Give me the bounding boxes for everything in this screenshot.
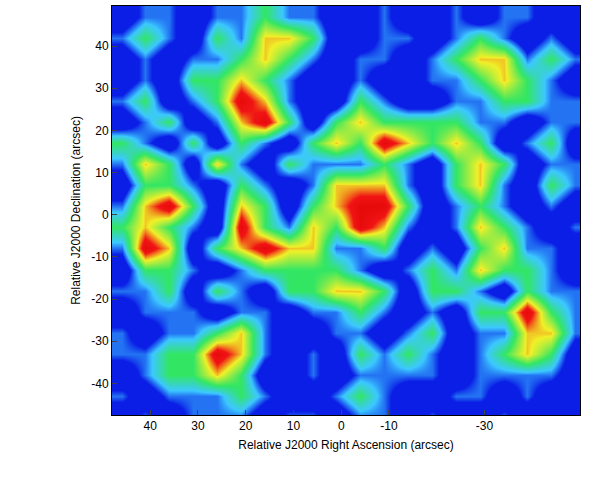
svg-text:20: 20	[95, 124, 109, 138]
svg-text:-30: -30	[91, 334, 109, 348]
svg-text:-20: -20	[91, 292, 109, 306]
svg-text:0: 0	[102, 208, 109, 222]
svg-text:20: 20	[239, 419, 253, 433]
svg-text:30: 30	[95, 81, 109, 95]
svg-text:10: 10	[95, 166, 109, 180]
svg-text:-10: -10	[380, 419, 398, 433]
svg-text:-40: -40	[91, 377, 109, 391]
svg-text:Relative J2000 Right Ascension: Relative J2000 Right Ascension (arcsec)	[238, 438, 453, 452]
svg-text:Relative J2000 Declination (ar: Relative J2000 Declination (arcsec)	[69, 116, 83, 305]
svg-text:0: 0	[338, 419, 345, 433]
svg-text:-10: -10	[91, 250, 109, 264]
svg-text:-30: -30	[476, 419, 494, 433]
svg-text:40: 40	[144, 419, 158, 433]
svg-text:10: 10	[287, 419, 301, 433]
svg-text:30: 30	[191, 419, 205, 433]
svg-text:40: 40	[95, 39, 109, 53]
